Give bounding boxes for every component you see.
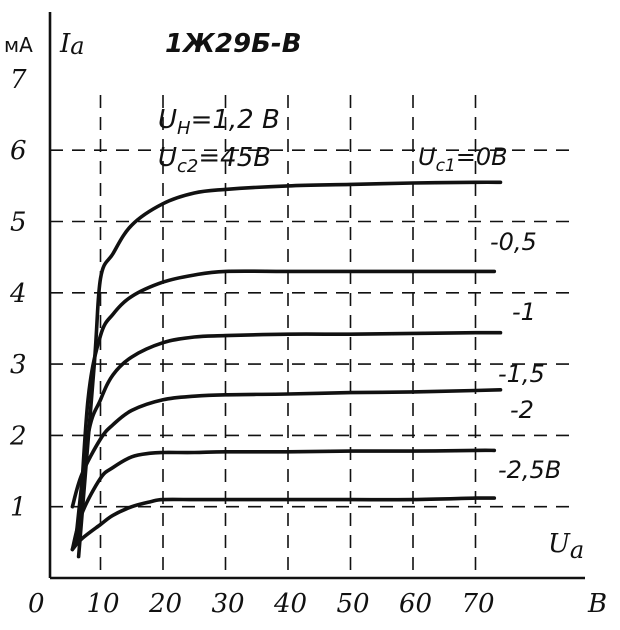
series-line-0 <box>76 180 503 559</box>
param-1-sub: H <box>177 118 191 139</box>
y-tick-label: 5 <box>10 208 27 238</box>
series-line-4 <box>70 448 497 552</box>
y-tick-label: 6 <box>10 136 27 166</box>
param-1-rest: =1,2 B <box>191 105 280 135</box>
y-tick-label: 3 <box>10 350 27 380</box>
curve-layer <box>70 180 503 559</box>
y-tick-label: 7 <box>10 65 27 95</box>
parameter-heater-voltage: UH=1,2 B <box>158 105 280 139</box>
x-axis-unit: B <box>587 589 607 619</box>
axis-layer <box>48 12 585 580</box>
x-tick-label: 60 <box>399 589 432 619</box>
series-label-5: -2,5B <box>498 456 561 484</box>
x-tick-label: 50 <box>337 589 370 619</box>
series-line-1 <box>76 269 497 545</box>
series-label-1: -0,5 <box>490 228 537 256</box>
series-label-4: -2 <box>510 396 534 424</box>
x-tick-label: 30 <box>212 589 245 619</box>
series-line-5 <box>70 496 497 552</box>
x-axis-label-main: U <box>548 529 571 559</box>
series-label-3: -1,5 <box>498 360 545 388</box>
tick-layer: 0 10 20 30 40 50 60 70 1 2 3 4 5 6 7 <box>9 65 495 619</box>
y-tick-label: 1 <box>10 493 27 523</box>
param-2-rest: =45B <box>198 143 271 173</box>
y-axis-label: Ia <box>59 29 85 60</box>
x-tick-label: 20 <box>148 589 182 619</box>
curve-label-layer: Uc1=0B -0,5 -1 -1,5 -2 -2,5B <box>418 143 561 484</box>
y-axis-label-sub: a <box>70 32 84 60</box>
x-axis-label: Ua <box>548 529 584 564</box>
y-axis-unit: мА <box>4 33 33 57</box>
series-label-2: -1 <box>512 298 536 326</box>
param-1-main: U <box>158 105 177 135</box>
series-line-2 <box>73 330 503 545</box>
x-tick-label: 10 <box>87 589 120 619</box>
x-tick-label: 40 <box>273 589 307 619</box>
x-tick-label: 70 <box>462 589 495 619</box>
x-tick-label: 0 <box>28 589 45 619</box>
chart-title: 1Ж29Б-В <box>165 29 302 59</box>
param-2-main: U <box>158 143 177 173</box>
y-tick-label: 4 <box>9 279 27 309</box>
y-tick-label: 2 <box>9 421 27 451</box>
x-axis-label-sub: a <box>570 536 584 564</box>
series-label-0: Uc1=0B <box>418 143 508 176</box>
y-axis-label-main: I <box>59 29 71 59</box>
parameter-screen-voltage: Uc2=45B <box>158 143 271 177</box>
series-line-3 <box>70 388 503 509</box>
param-2-sub: c2 <box>177 156 198 177</box>
